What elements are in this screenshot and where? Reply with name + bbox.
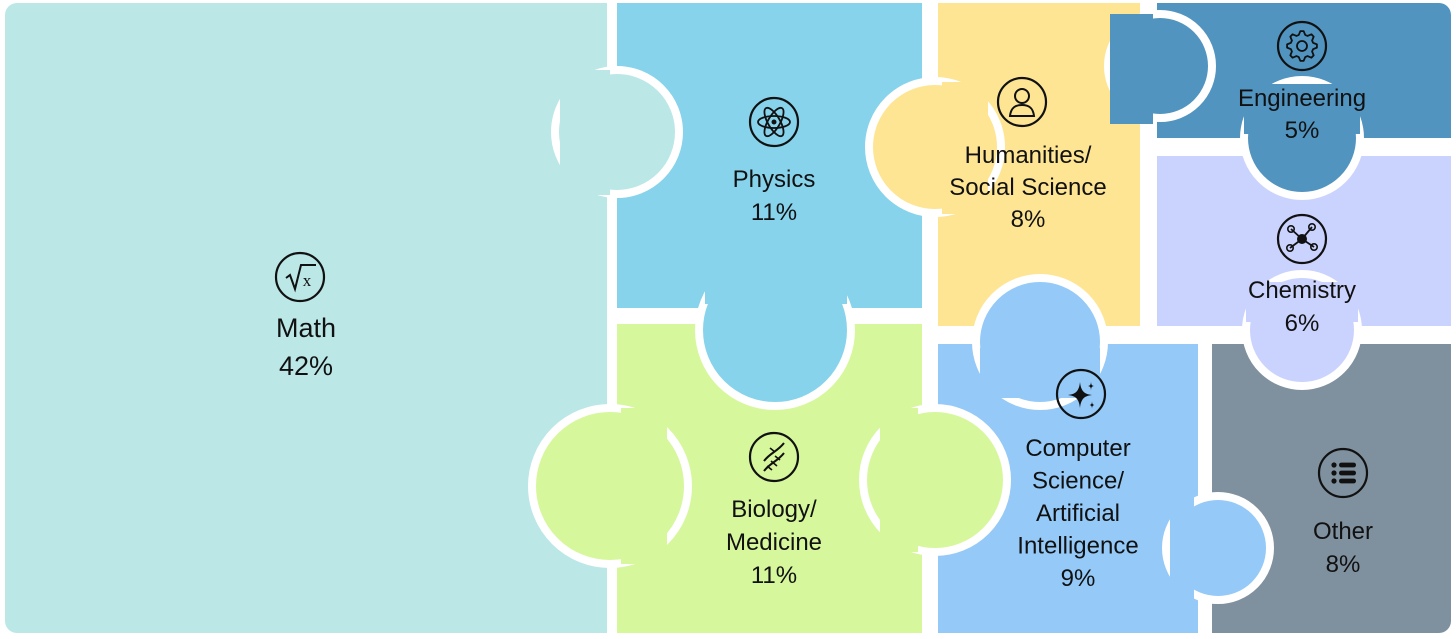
category-label-line: Other [1313, 518, 1373, 545]
molecule-icon [1276, 213, 1328, 265]
category-label-line: Intelligence [1017, 533, 1138, 560]
category-label-line: Biology/ [731, 496, 817, 523]
category-label-line: Artificial [1036, 500, 1120, 527]
person-icon [996, 76, 1048, 128]
category-percent: 11% [751, 562, 797, 589]
category-percent: 42% [279, 351, 333, 381]
list-icon [1317, 447, 1369, 499]
category-percent: 9% [1061, 565, 1096, 592]
category-label-line: Computer [1025, 435, 1130, 462]
svg-text:x: x [303, 271, 312, 290]
sparkle-icon [1055, 368, 1107, 420]
puzzle-knobs [528, 10, 1364, 604]
category-label-line: Social Science [949, 174, 1106, 201]
category-percent: 8% [1326, 551, 1361, 578]
category-label-line: Medicine [726, 529, 822, 556]
category-percent: 5% [1285, 117, 1320, 144]
category-label-line: Physics [733, 166, 816, 193]
atom-icon [748, 96, 800, 148]
category-percent: 8% [1011, 206, 1046, 233]
category-label-line: Math [276, 313, 336, 343]
category-percent: 6% [1285, 310, 1320, 337]
category-label-line: Science/ [1032, 468, 1124, 495]
category-label-line: Chemistry [1248, 277, 1356, 304]
dna-icon [748, 431, 800, 483]
category-label-line: Humanities/ [965, 142, 1092, 169]
gear-icon [1276, 20, 1328, 72]
tile-math [5, 3, 615, 633]
square-root-icon: x [274, 251, 326, 303]
category-percent: 11% [751, 199, 797, 226]
category-label-line: Engineering [1238, 85, 1366, 112]
